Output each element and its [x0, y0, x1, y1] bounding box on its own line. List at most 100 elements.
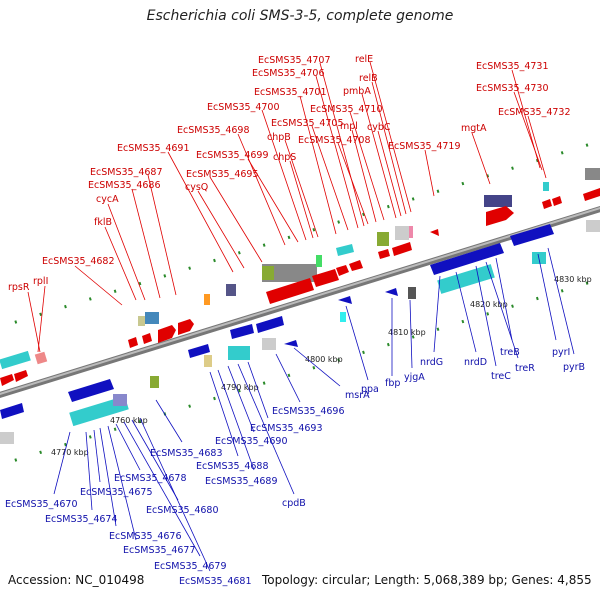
gene-label: EcSMS35_4682: [42, 256, 123, 306]
gene-label: EcSMS35_4695: [186, 169, 263, 263]
svg-text:EcSMS35_4719: EcSMS35_4719: [388, 141, 461, 152]
svg-text:EcSMS35_4705: EcSMS35_4705: [271, 118, 344, 129]
forward-gene-labels: rpsR rplI EcSMS35_4682 fklB cycA EcSMS35…: [8, 54, 571, 353]
svg-text:yjgA: yjgA: [404, 372, 425, 383]
gene-label: EcSMS35_4676: [99, 427, 182, 542]
svg-text:pyrB: pyrB: [563, 362, 585, 373]
svg-text:EcSMS35_4691: EcSMS35_4691: [117, 143, 190, 154]
svg-text:fbp: fbp: [385, 378, 400, 389]
svg-text:rplI: rplI: [33, 276, 48, 287]
svg-text:EcSMS35_4678: EcSMS35_4678: [114, 473, 187, 484]
genome-summary: Topology: circular; Length: 5,068,389 bp…: [262, 573, 592, 587]
gene-label: EcSMS35_4719: [388, 141, 461, 197]
gene-label: rpsR: [8, 282, 41, 353]
gene-label: EcSMS35_4691: [117, 143, 234, 273]
svg-text:mgtA: mgtA: [461, 123, 487, 134]
svg-text:treC: treC: [491, 371, 511, 382]
svg-text:treB: treB: [500, 347, 520, 358]
svg-text:EcSMS35_4696: EcSMS35_4696: [272, 406, 345, 417]
gene-label: relB: [359, 73, 407, 215]
gene-label: treC: [475, 265, 511, 382]
gene-label: EcSMS35_4706: [252, 68, 359, 229]
scale-label: 4820 kbp: [470, 300, 508, 309]
scale-label: 4770 kbp: [51, 448, 89, 457]
svg-text:EcSMS35_4710: EcSMS35_4710: [310, 104, 383, 115]
gene-label: EcSMS35_4707: [258, 55, 365, 227]
gene-label: relE: [355, 54, 412, 213]
gene-label: cybC: [367, 122, 402, 217]
scale-label: 4810 kbp: [388, 328, 426, 337]
gene-label: nrdG: [420, 275, 443, 368]
gene-label: EcSMS35_4688: [196, 371, 269, 472]
gene-label: EcSMS35_4679: [123, 421, 227, 572]
scale-label: 4800 kbp: [305, 355, 343, 364]
svg-text:EcSMS35_4698: EcSMS35_4698: [177, 125, 250, 136]
scale-label: 4760 kbp: [110, 416, 148, 425]
gene-label: EcSMS35_4677: [107, 425, 196, 556]
gene-label: yjgA: [404, 299, 425, 383]
gene-label: EcSMS35_4705: [271, 118, 349, 231]
gene-label: pmbA: [343, 86, 397, 219]
gene-label: EcSMS35_4700: [207, 102, 307, 241]
svg-text:EcSMS35_4693: EcSMS35_4693: [250, 423, 323, 434]
svg-text:relE: relE: [355, 54, 373, 65]
svg-text:EcSMS35_4700: EcSMS35_4700: [207, 102, 280, 113]
gene-label: EcSMS35_4698: [177, 125, 286, 246]
gene-label: EcSMS35_4683: [150, 399, 223, 459]
svg-text:fklB: fklB: [94, 217, 112, 228]
svg-text:ppa: ppa: [361, 384, 379, 395]
svg-text:EcSMS35_4701: EcSMS35_4701: [254, 87, 327, 98]
svg-text:EcSMS35_4674: EcSMS35_4674: [45, 514, 118, 525]
gene-label: EcSMS35_4732: [498, 107, 571, 179]
svg-text:pmbA: pmbA: [343, 86, 371, 97]
genome-backbone: [0, 205, 600, 399]
gene-label: EcSMS35_4710: [310, 104, 385, 221]
gene-label: fklB: [94, 217, 137, 301]
svg-text:chpB: chpB: [267, 132, 291, 143]
svg-text:EcSMS35_4730: EcSMS35_4730: [476, 83, 549, 94]
gene-label: EcSMS35_4701: [254, 87, 337, 235]
svg-text:treR: treR: [515, 363, 535, 374]
gene-label: EcSMS35_4730: [476, 83, 549, 171]
gene-label: msrA: [293, 347, 370, 401]
gene-label: pyrI: [537, 253, 570, 358]
gene-label: pyrB: [547, 247, 585, 373]
svg-text:mpl: mpl: [340, 121, 358, 132]
svg-text:relB: relB: [359, 73, 378, 84]
reverse-gene-labels: EcSMS35_4670 EcSMS35_4674 EcSMS35_4675 E…: [5, 247, 585, 587]
gene-label: EcSMS35_4687: [90, 167, 177, 296]
gene-label: mpl: [340, 121, 377, 223]
gene-label: EcSMS35_4693: [247, 361, 323, 434]
gene-label: nrdD: [455, 271, 487, 368]
svg-text:EcSMS35_4695: EcSMS35_4695: [186, 169, 259, 180]
gene-label: EcSMS35_4689: [205, 369, 278, 487]
svg-text:EcSMS35_4707: EcSMS35_4707: [258, 55, 331, 66]
svg-text:EcSMS35_4706: EcSMS35_4706: [252, 68, 325, 79]
scale-label: 4830 kbp: [554, 275, 592, 284]
svg-text:EcSMS35_4683: EcSMS35_4683: [150, 448, 223, 459]
reverse-features: [0, 220, 600, 444]
svg-text:cpdB: cpdB: [282, 498, 306, 509]
gene-label: EcSMS35_4690: [215, 365, 288, 447]
gene-label: cycA: [96, 194, 146, 301]
accession-label: Accession: NC_010498: [8, 573, 145, 587]
svg-text:cysQ: cysQ: [185, 182, 208, 193]
gene-label: treR: [485, 261, 535, 374]
gene-label: cysQ: [185, 182, 245, 269]
scale-labels: 4760 kbp 4770 kbp 4790 kbp 4800 kbp 4810…: [51, 275, 592, 457]
gene-label: ppa: [345, 305, 379, 395]
gene-label: EcSMS35_4686: [88, 180, 161, 299]
forward-features: [0, 168, 600, 386]
gene-label: mgtA: [461, 123, 491, 185]
gene-label: EcSMS35_4674: [45, 431, 118, 525]
gene-label: treB: [495, 257, 520, 358]
gene-label: EcSMS35_4696: [272, 353, 345, 417]
svg-text:EcSMS35_4670: EcSMS35_4670: [5, 499, 78, 510]
svg-text:EcSMS35_4682: EcSMS35_4682: [42, 256, 115, 267]
svg-text:chpS: chpS: [273, 152, 296, 163]
gene-label: EcSMS35_4731: [476, 61, 549, 169]
gene-label: cpdB: [237, 363, 306, 509]
svg-text:pyrI: pyrI: [552, 347, 570, 358]
